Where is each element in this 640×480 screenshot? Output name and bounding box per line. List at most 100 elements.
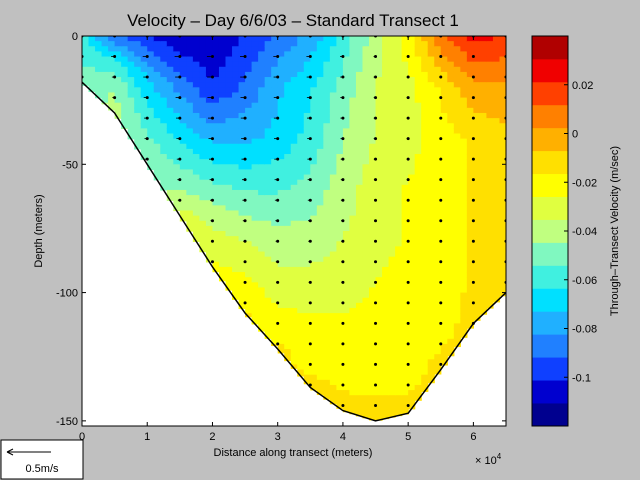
contour-cell [238,71,246,78]
contour-cell [245,92,253,99]
contour-cell [147,51,155,58]
contour-cell [414,395,422,401]
contour-cell [271,277,279,283]
contour-cell [421,338,429,345]
colorbar-swatch [532,334,568,358]
measurement-dot [210,178,214,182]
contour-cell [310,118,318,124]
contour-cell [238,97,246,104]
contour-cell [388,323,396,330]
contour-cell [421,159,429,165]
contour-cell [369,307,377,314]
contour-cell [401,169,409,176]
contour-cell [382,71,390,78]
contour-cell [245,200,253,206]
contour-cell [303,354,311,360]
contour-cell [205,256,214,263]
contour-cell [414,251,422,258]
contour-cell [486,215,494,222]
contour-cell [153,154,161,160]
contour-cell [271,143,279,150]
measurement-dot [406,321,410,325]
contour-cell [473,184,481,191]
contour-cell [427,246,435,253]
contour-cell [499,266,506,273]
contour-cell [212,51,220,58]
contour-cell [388,251,396,258]
contour-cell [382,302,390,309]
contour-cell [349,189,357,196]
contour-cell [238,174,246,181]
contour-cell [127,87,135,94]
contour-cell [440,318,448,324]
contour-cell [238,41,246,47]
contour-cell [173,77,181,83]
contour-cell [205,102,214,109]
contour-cell [205,205,214,212]
contour-cell [232,97,240,104]
contour-cell [88,51,96,58]
contour-cell [421,251,429,258]
contour-cell [186,128,194,135]
contour-cell [127,82,135,88]
contour-cell [382,215,390,222]
contour-cell [421,143,429,150]
contour-cell [408,287,416,294]
contour-cell [460,313,468,319]
contour-cell [323,292,331,299]
contour-cell [342,189,351,196]
contour-cell [434,184,442,191]
contour-cell [245,46,253,52]
contour-cell [232,112,240,119]
contour-cell [316,333,324,340]
contour-cell [251,46,259,52]
contour-cell [316,154,324,160]
contour-cell [486,159,494,165]
contour-cell [264,154,272,160]
contour-cell [408,261,416,268]
contour-cell [153,87,161,94]
bottom-profile [81,81,507,422]
contour-cell [297,123,305,129]
contour-cell [238,220,246,227]
contour-cell [401,302,409,309]
contour-cell [375,77,383,83]
contour-cell [473,236,481,242]
contour-cell [453,77,461,83]
contour-cell [121,123,129,129]
contour-cell [140,82,148,88]
contour-cell [264,220,272,227]
contour-cell [460,251,468,258]
contour-cell [479,200,488,206]
contour-cell [205,195,214,201]
contour-cell [316,210,324,217]
measurement-dot [374,321,378,325]
contour-cell [434,87,442,94]
contour-cell [251,77,259,83]
contour-cell [388,71,396,78]
contour-cell [395,241,403,247]
contour-cell [414,51,422,58]
contour-cell [447,41,455,47]
contour-cell [258,205,266,212]
contour-cell [166,123,174,129]
contour-cell [453,112,461,119]
contour-cell [160,36,168,42]
contour-cell [414,266,422,273]
contour-cell [453,236,461,242]
contour-cell [205,56,214,63]
contour-cell [101,97,109,104]
contour-cell [492,164,501,171]
chart-title: Velocity – Day 6/6/03 – Standard Transec… [127,11,459,30]
contour-cell [297,282,305,289]
contour-cell [388,112,396,119]
contour-cell [303,71,311,78]
measurement-dot [374,75,378,79]
contour-cell [460,205,468,212]
contour-cell [408,318,416,324]
contour-cell [238,200,246,206]
contour-cell [147,133,155,140]
contour-cell [395,374,403,381]
contour-cell [238,231,246,237]
